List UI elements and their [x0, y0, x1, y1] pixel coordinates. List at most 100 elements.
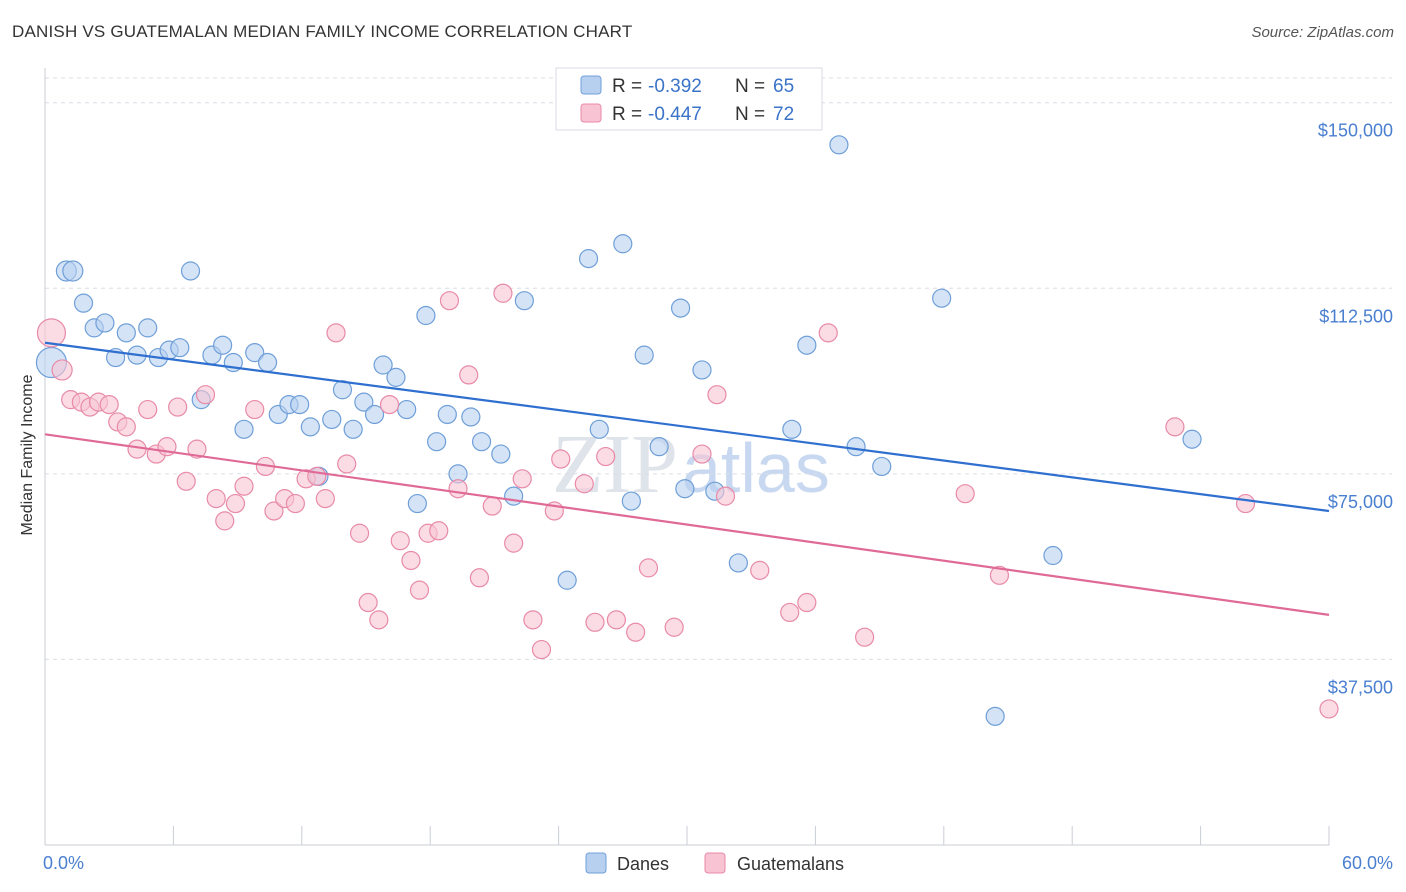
danes-point	[829, 135, 849, 155]
x-tick-label-min: 0.0%	[43, 853, 84, 873]
source-credit: Source: ZipAtlas.com	[1251, 24, 1394, 41]
guatemalans-point	[168, 397, 188, 417]
series-legend: Danes Guatemalans	[585, 852, 844, 874]
guatemalans-point	[326, 323, 346, 343]
danes-point	[491, 444, 511, 464]
danes-point	[649, 437, 669, 457]
guatemalans-point	[369, 610, 389, 630]
guatemalans-point	[512, 469, 532, 489]
guatemalans-point	[523, 610, 543, 630]
series-legend-guatemalans: Guatemalans	[737, 854, 844, 874]
danes-point	[343, 419, 363, 439]
danes-point	[613, 234, 633, 254]
y-tick-label: $37,500	[1328, 677, 1393, 697]
guatemalans-point	[531, 639, 552, 660]
guatemalans-point	[459, 365, 479, 385]
danes-point	[373, 355, 393, 375]
guatemalans-point	[638, 558, 659, 578]
guatemalans-point	[379, 394, 400, 415]
legend-r-label-guatemalans: R =	[612, 104, 642, 125]
series-legend-danes: Danes	[617, 854, 669, 874]
legend-n-label-danes: N =	[735, 76, 765, 97]
guatemalans-trend-line	[44, 433, 1330, 616]
danes-point	[578, 249, 599, 269]
danes-point	[621, 491, 641, 511]
x-tick-labels: 0.0% 60.0%	[43, 853, 1393, 873]
guatemalans-point	[225, 493, 246, 514]
danes-point	[73, 293, 94, 313]
legend-r-label-danes: R =	[612, 76, 642, 97]
guatemalans-point	[469, 568, 490, 588]
danes-point	[1043, 545, 1063, 566]
guatemalans-point	[797, 592, 817, 613]
watermark-atlas: atlas	[682, 429, 830, 507]
danes-point	[634, 345, 654, 365]
guatemalans-point	[116, 417, 136, 437]
danes-point	[932, 288, 952, 308]
legend-r-value-guatemalans: -0.447	[648, 104, 702, 125]
series-legend-swatch-guatemalans	[704, 852, 726, 874]
guatemalans-point	[36, 318, 67, 348]
guatemalans-point	[234, 476, 254, 496]
danes-point	[471, 432, 492, 452]
danes-point	[437, 404, 457, 425]
trend-lines	[44, 341, 1330, 616]
guatemalans-point	[439, 291, 460, 311]
guatemalans-point	[429, 521, 449, 541]
danes-point	[504, 486, 524, 506]
watermark-zip: ZIP	[552, 418, 678, 511]
danes-point	[407, 493, 427, 514]
guatemalans-point	[307, 466, 327, 486]
danes-point	[797, 335, 817, 355]
danes-point	[322, 409, 342, 430]
danes-point	[116, 323, 136, 343]
guatemalans-point	[51, 359, 73, 381]
danes-point	[670, 298, 691, 318]
guatemalans-point	[187, 439, 207, 459]
guatemalans-point	[596, 446, 616, 467]
danes-point	[557, 570, 577, 590]
guatemalans-point	[206, 489, 226, 509]
guatemalans-point	[99, 394, 119, 415]
legend-swatch-guatemalans	[580, 103, 602, 123]
guatemalans-point	[606, 610, 626, 630]
guatemalans-point	[264, 501, 284, 521]
danes-point	[257, 352, 278, 373]
guatemalans-points	[36, 283, 1339, 719]
y-tick-label: $112,500	[1319, 306, 1393, 326]
guatemalans-point	[626, 622, 646, 642]
guatemalans-point	[692, 444, 712, 464]
legend-r-value-danes: -0.392	[648, 76, 702, 97]
legend-n-label-guatemalans: N =	[735, 104, 765, 125]
guatemalans-point	[195, 385, 216, 405]
guatemalans-point	[585, 612, 605, 632]
guatemalans-point	[285, 493, 305, 514]
guatemalans-point	[482, 496, 502, 516]
x-tick-label-max: 60.0%	[1342, 853, 1393, 873]
danes-point	[234, 419, 254, 439]
guatemalans-point	[955, 484, 975, 504]
guatemalans-point	[707, 385, 727, 405]
danes-point	[62, 260, 84, 282]
danes-trend-line	[44, 341, 1330, 513]
danes-point	[589, 419, 609, 439]
danes-point	[138, 318, 158, 338]
danes-point	[364, 404, 385, 425]
legend-n-value-guatemalans: 72	[773, 104, 794, 125]
danes-point	[290, 394, 310, 415]
danes-point	[846, 437, 866, 457]
danes-points	[35, 135, 1202, 726]
danes-point	[213, 335, 233, 355]
danes-point	[427, 432, 447, 452]
danes-point	[985, 706, 1005, 726]
danes-point	[1182, 429, 1202, 449]
guatemalans-point	[315, 489, 335, 509]
guatemalans-point	[1319, 699, 1339, 719]
guatemalans-point	[818, 323, 838, 343]
guatemalans-point	[715, 486, 736, 506]
axes	[44, 68, 1330, 846]
y-tick-labels: $37,500 $75,000 $112,500 $150,000	[1318, 121, 1393, 698]
guatemalans-point	[358, 592, 378, 613]
guatemalans-point	[138, 399, 158, 420]
